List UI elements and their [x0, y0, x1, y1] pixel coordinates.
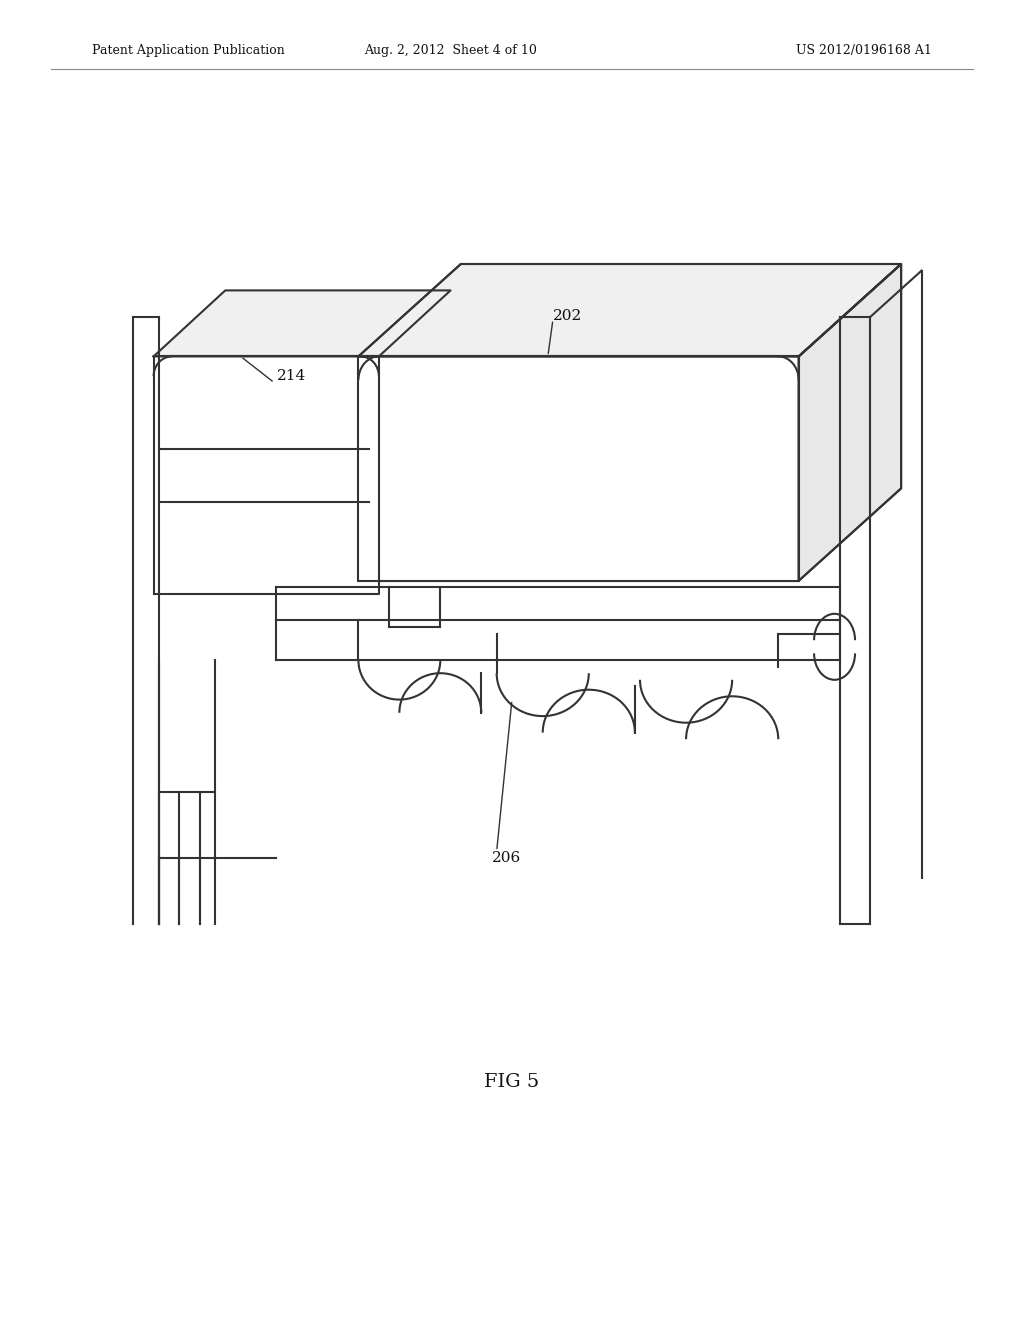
- Text: Patent Application Publication: Patent Application Publication: [92, 44, 285, 57]
- Polygon shape: [358, 264, 901, 356]
- Polygon shape: [799, 264, 901, 581]
- Text: 214: 214: [276, 368, 306, 383]
- Polygon shape: [358, 356, 799, 581]
- Text: 206: 206: [492, 851, 521, 866]
- Text: 202: 202: [553, 309, 583, 323]
- Text: FIG 5: FIG 5: [484, 1073, 540, 1092]
- Text: US 2012/0196168 A1: US 2012/0196168 A1: [796, 44, 932, 57]
- Polygon shape: [154, 356, 379, 594]
- Polygon shape: [154, 290, 451, 356]
- Text: Aug. 2, 2012  Sheet 4 of 10: Aug. 2, 2012 Sheet 4 of 10: [365, 44, 537, 57]
